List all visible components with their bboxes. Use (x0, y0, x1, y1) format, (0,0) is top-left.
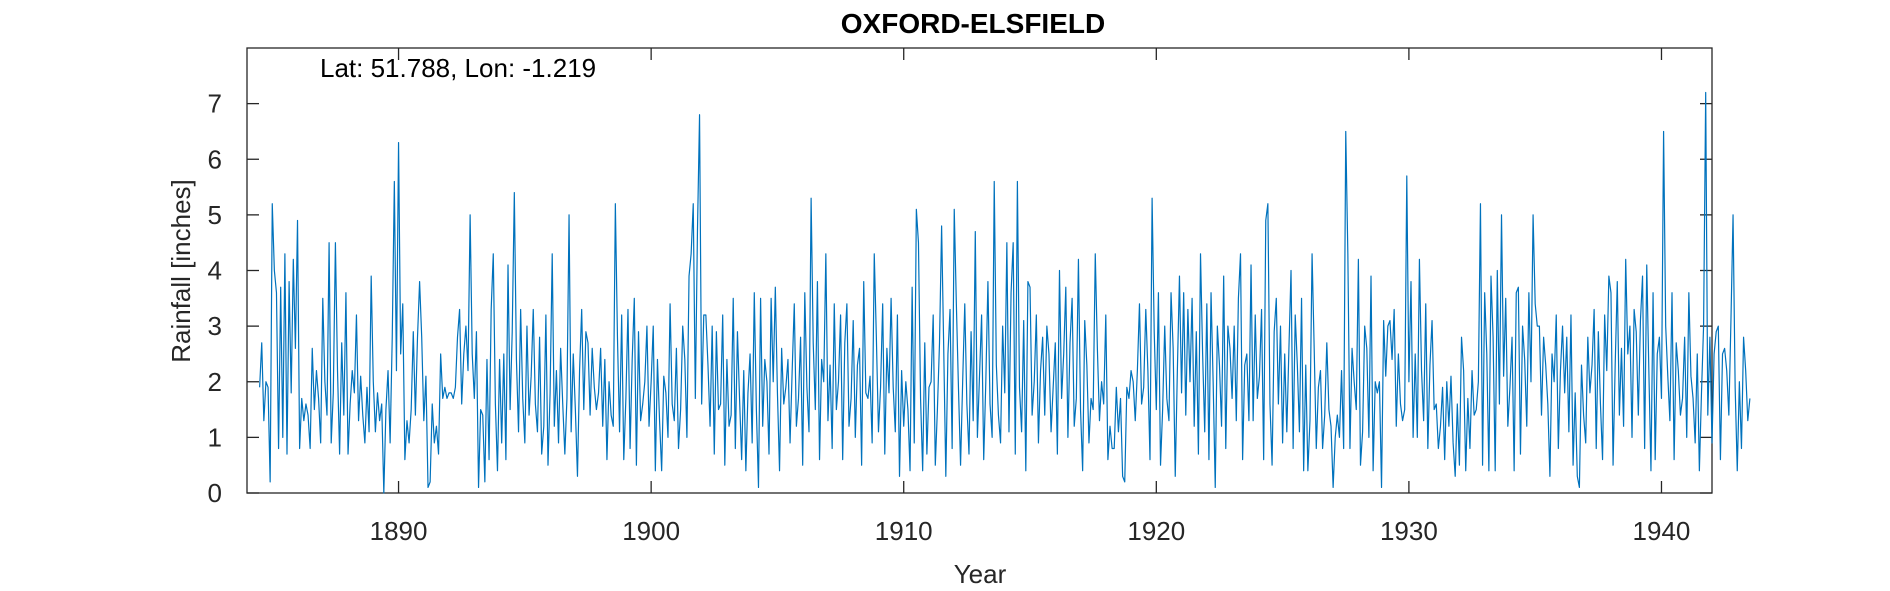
y-tick-label: 1 (208, 422, 222, 452)
x-tick-label: 1890 (370, 516, 428, 546)
series-group (259, 91, 1751, 494)
x-tick-label: 1920 (1127, 516, 1185, 546)
x-axis-label: Year (954, 559, 1007, 589)
x-tick-label: 1930 (1380, 516, 1438, 546)
x-tick-label: 1940 (1633, 516, 1691, 546)
y-axis: 0 1 2 3 4 5 6 7 (208, 89, 1712, 508)
y-tick-label: 6 (208, 144, 222, 174)
x-tick-label: 1900 (622, 516, 680, 546)
y-tick-label: 7 (208, 89, 222, 119)
x-tick-label: 1910 (875, 516, 933, 546)
y-tick-label: 0 (208, 478, 222, 508)
y-tick-label: 4 (208, 256, 222, 286)
chart-title: OXFORD-ELSFIELD (841, 8, 1105, 39)
y-axis-label: Rainfall [inches] (166, 179, 196, 363)
y-tick-label: 5 (208, 200, 222, 230)
location-annotation: Lat: 51.788, Lon: -1.219 (320, 53, 596, 83)
plot-frame (246, 47, 1713, 494)
y-tick-label: 2 (208, 367, 222, 397)
series-line-0 (259, 91, 1751, 494)
x-axis: 1890 1900 1910 1920 1930 1940 (370, 48, 1691, 546)
y-tick-label: 3 (208, 311, 222, 341)
